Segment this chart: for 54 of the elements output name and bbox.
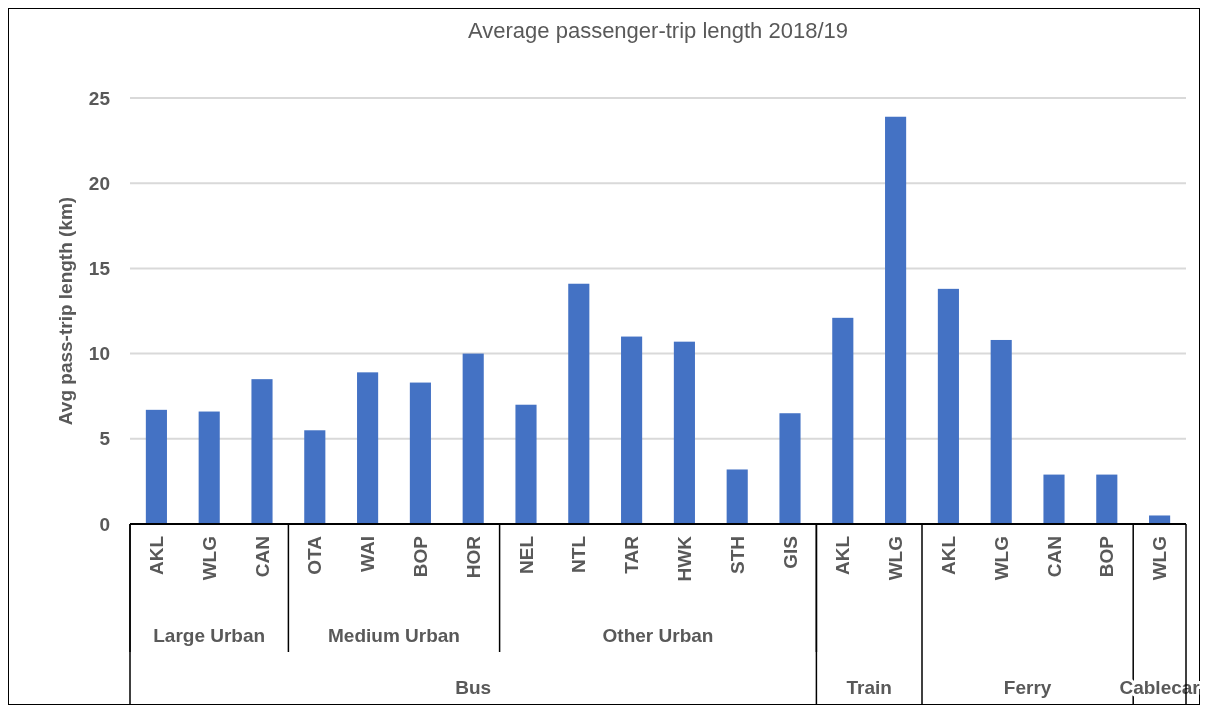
y-tick-label: 10 <box>88 343 110 365</box>
text: Ferry <box>1003 677 1052 698</box>
chart-title: Average passenger-trip length 2018/19 <box>468 18 848 43</box>
text: Other Urban <box>602 625 714 646</box>
text: Large Urban <box>153 625 266 646</box>
x-tick-label: AKL <box>832 535 854 576</box>
x-tick-label: WAI <box>357 536 379 572</box>
x-tick-label: AKL <box>938 535 960 576</box>
bar <box>937 288 959 524</box>
bar <box>885 116 907 524</box>
y-tick-label: 25 <box>88 87 111 109</box>
x-tick-label: AKL <box>146 535 168 576</box>
text: Medium Urban <box>328 625 460 646</box>
text: Train <box>846 677 892 698</box>
x-tick-label: WLG <box>885 536 907 581</box>
x-tick-label: BOP <box>410 535 432 578</box>
bar <box>515 404 537 524</box>
bar <box>409 382 431 524</box>
x-tick-label: OTA <box>304 535 326 575</box>
y-tick-label: 0 <box>99 513 110 535</box>
bar <box>779 413 801 524</box>
bar <box>1096 474 1118 524</box>
x-tick-label: GIS <box>779 536 801 569</box>
bar <box>145 409 167 524</box>
bar <box>1149 515 1171 524</box>
x-tick-label: NEL <box>515 535 537 574</box>
bar <box>251 379 273 524</box>
y-tick-label: 20 <box>88 172 110 194</box>
y-axis-title: Avg pass-trip length (km) <box>55 196 76 426</box>
x-tick-label: NTL <box>568 535 590 573</box>
bar <box>568 283 590 524</box>
x-tick-label: CAN <box>1043 536 1065 578</box>
y-tick-label: 5 <box>99 428 111 450</box>
bar <box>198 411 220 524</box>
x-tick-label: CAN <box>251 536 273 578</box>
bar <box>726 469 748 524</box>
x-tick-label: WLG <box>990 536 1012 581</box>
text: Bus <box>455 677 492 698</box>
bar <box>832 317 854 524</box>
bar <box>357 372 379 524</box>
bar <box>621 336 643 524</box>
x-tick-label: BOP <box>1096 535 1118 578</box>
x-tick-label: HOR <box>462 535 484 579</box>
bar <box>673 341 695 524</box>
x-tick-label: TAR <box>621 535 643 574</box>
bar <box>990 339 1012 524</box>
x-tick-label: HWK <box>674 535 696 582</box>
bar <box>462 353 484 524</box>
y-tick-label: 15 <box>88 258 111 280</box>
x-tick-label: WLG <box>198 536 220 581</box>
x-tick-label: STH <box>726 536 748 574</box>
x-tick-label: WLG <box>1149 536 1171 581</box>
bar <box>304 430 326 524</box>
bar <box>1043 474 1065 524</box>
